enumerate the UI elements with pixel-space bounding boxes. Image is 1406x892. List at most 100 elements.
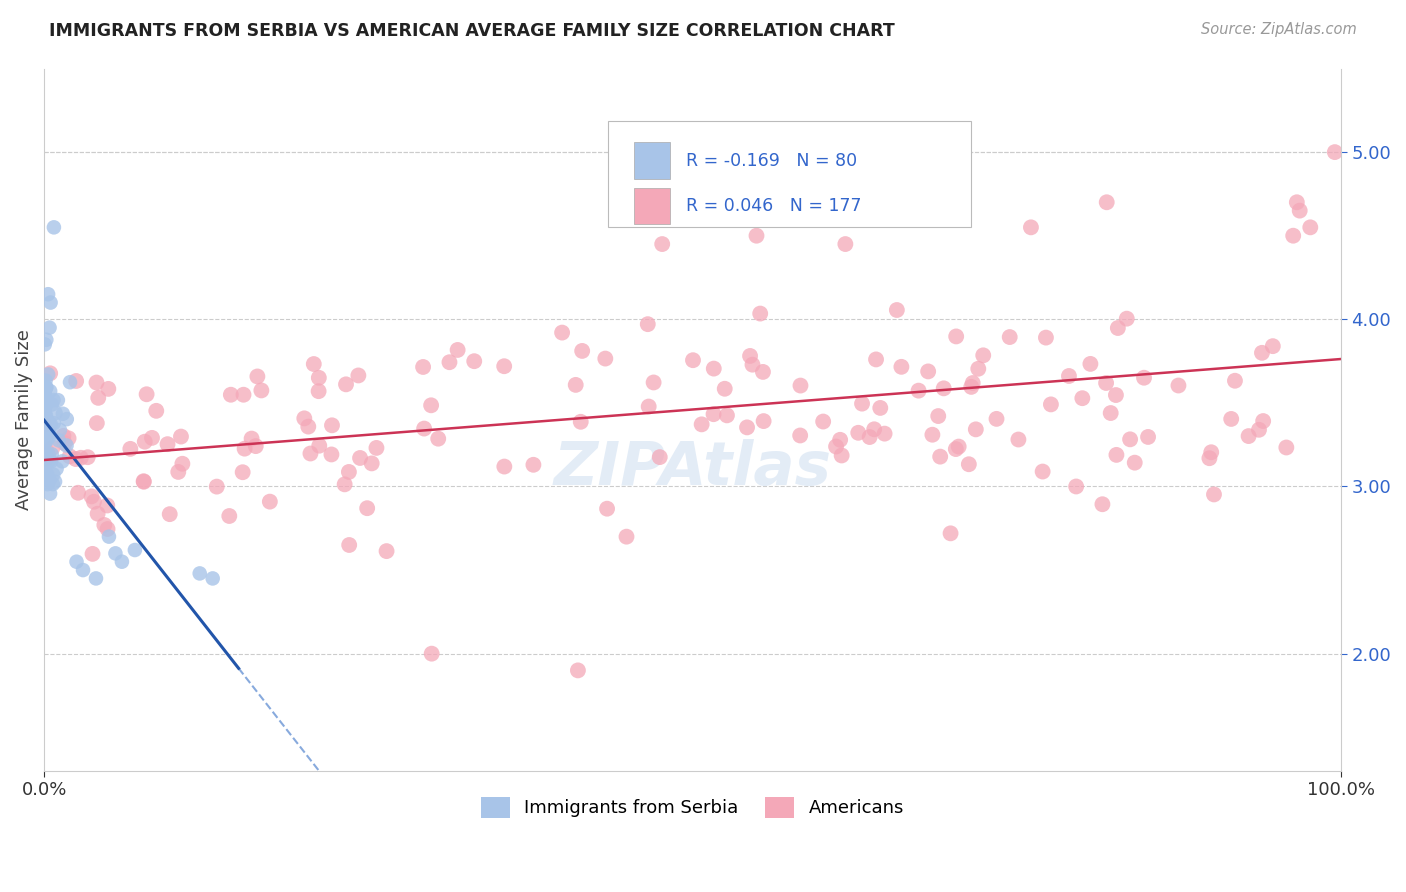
Point	[564, 377, 586, 392]
Point	[34, 453, 56, 467]
Point	[738, 349, 761, 363]
Point	[35, 333, 58, 347]
Point	[741, 358, 763, 372]
Point	[132, 475, 155, 489]
Point	[1007, 433, 1029, 447]
Point	[93, 518, 115, 533]
Point	[58, 431, 80, 445]
Point	[1064, 479, 1087, 493]
Point	[245, 439, 267, 453]
Point	[811, 415, 834, 429]
Point	[51, 454, 73, 468]
Point	[962, 376, 984, 390]
Point	[246, 369, 269, 384]
Point	[366, 441, 388, 455]
Point	[945, 329, 967, 343]
Point	[333, 477, 356, 491]
Point	[427, 432, 450, 446]
Point	[219, 388, 242, 402]
Point	[1251, 346, 1274, 360]
Point	[308, 384, 330, 399]
Point	[65, 555, 87, 569]
Point	[83, 494, 105, 508]
Point	[308, 439, 330, 453]
Point	[38, 417, 60, 432]
Text: R = 0.046   N = 177: R = 0.046 N = 177	[686, 197, 862, 215]
Point	[932, 381, 955, 395]
Point	[1251, 414, 1274, 428]
Point	[960, 380, 983, 394]
Point	[939, 526, 962, 541]
Point	[567, 664, 589, 678]
Point	[1091, 497, 1114, 511]
Point	[907, 384, 929, 398]
Point	[42, 467, 65, 482]
Point	[865, 352, 887, 367]
Point	[86, 376, 108, 390]
Point	[250, 384, 273, 398]
Point	[42, 393, 65, 408]
Point	[596, 501, 619, 516]
Point	[52, 429, 75, 443]
Point	[35, 380, 58, 394]
Point	[86, 507, 108, 521]
Point	[41, 441, 63, 455]
Point	[863, 422, 886, 436]
Point	[1282, 228, 1305, 243]
Point	[494, 459, 516, 474]
Point	[37, 413, 59, 427]
Point	[1247, 423, 1270, 437]
Point	[957, 457, 980, 471]
Point	[34, 417, 56, 432]
Point	[65, 452, 87, 467]
Point	[1167, 378, 1189, 392]
Point	[38, 473, 60, 487]
Point	[34, 429, 56, 443]
Point	[39, 486, 62, 500]
Point	[1071, 391, 1094, 405]
Point	[1288, 203, 1310, 218]
Point	[48, 434, 70, 448]
Point	[41, 447, 63, 461]
Point	[205, 480, 228, 494]
Point	[335, 377, 357, 392]
Point	[37, 287, 59, 301]
Point	[188, 566, 211, 581]
FancyBboxPatch shape	[634, 142, 671, 178]
Point	[76, 450, 98, 465]
Point	[1275, 441, 1298, 455]
Point	[1223, 374, 1246, 388]
Point	[945, 442, 967, 456]
Point	[39, 367, 62, 381]
Point	[34, 406, 56, 420]
Point	[167, 465, 190, 479]
Point	[716, 409, 738, 423]
Point	[1220, 412, 1243, 426]
Point	[337, 465, 360, 479]
Point	[87, 391, 110, 405]
Point	[34, 445, 56, 459]
Point	[34, 464, 56, 478]
Point	[1285, 195, 1308, 210]
Point	[648, 450, 671, 464]
Point	[145, 404, 167, 418]
Point	[34, 427, 56, 442]
Point	[38, 430, 60, 444]
Point	[96, 499, 118, 513]
Point	[1057, 369, 1080, 384]
Point	[965, 422, 987, 436]
Point	[80, 489, 103, 503]
Point	[337, 538, 360, 552]
Point	[35, 380, 58, 394]
Point	[201, 571, 224, 585]
Point	[34, 451, 56, 466]
Point	[789, 378, 811, 392]
Point	[1105, 388, 1128, 402]
Point	[494, 359, 516, 374]
Point	[38, 320, 60, 334]
Point	[986, 412, 1008, 426]
Point	[347, 368, 370, 383]
Point	[616, 530, 638, 544]
Point	[34, 416, 56, 430]
Point	[135, 387, 157, 401]
